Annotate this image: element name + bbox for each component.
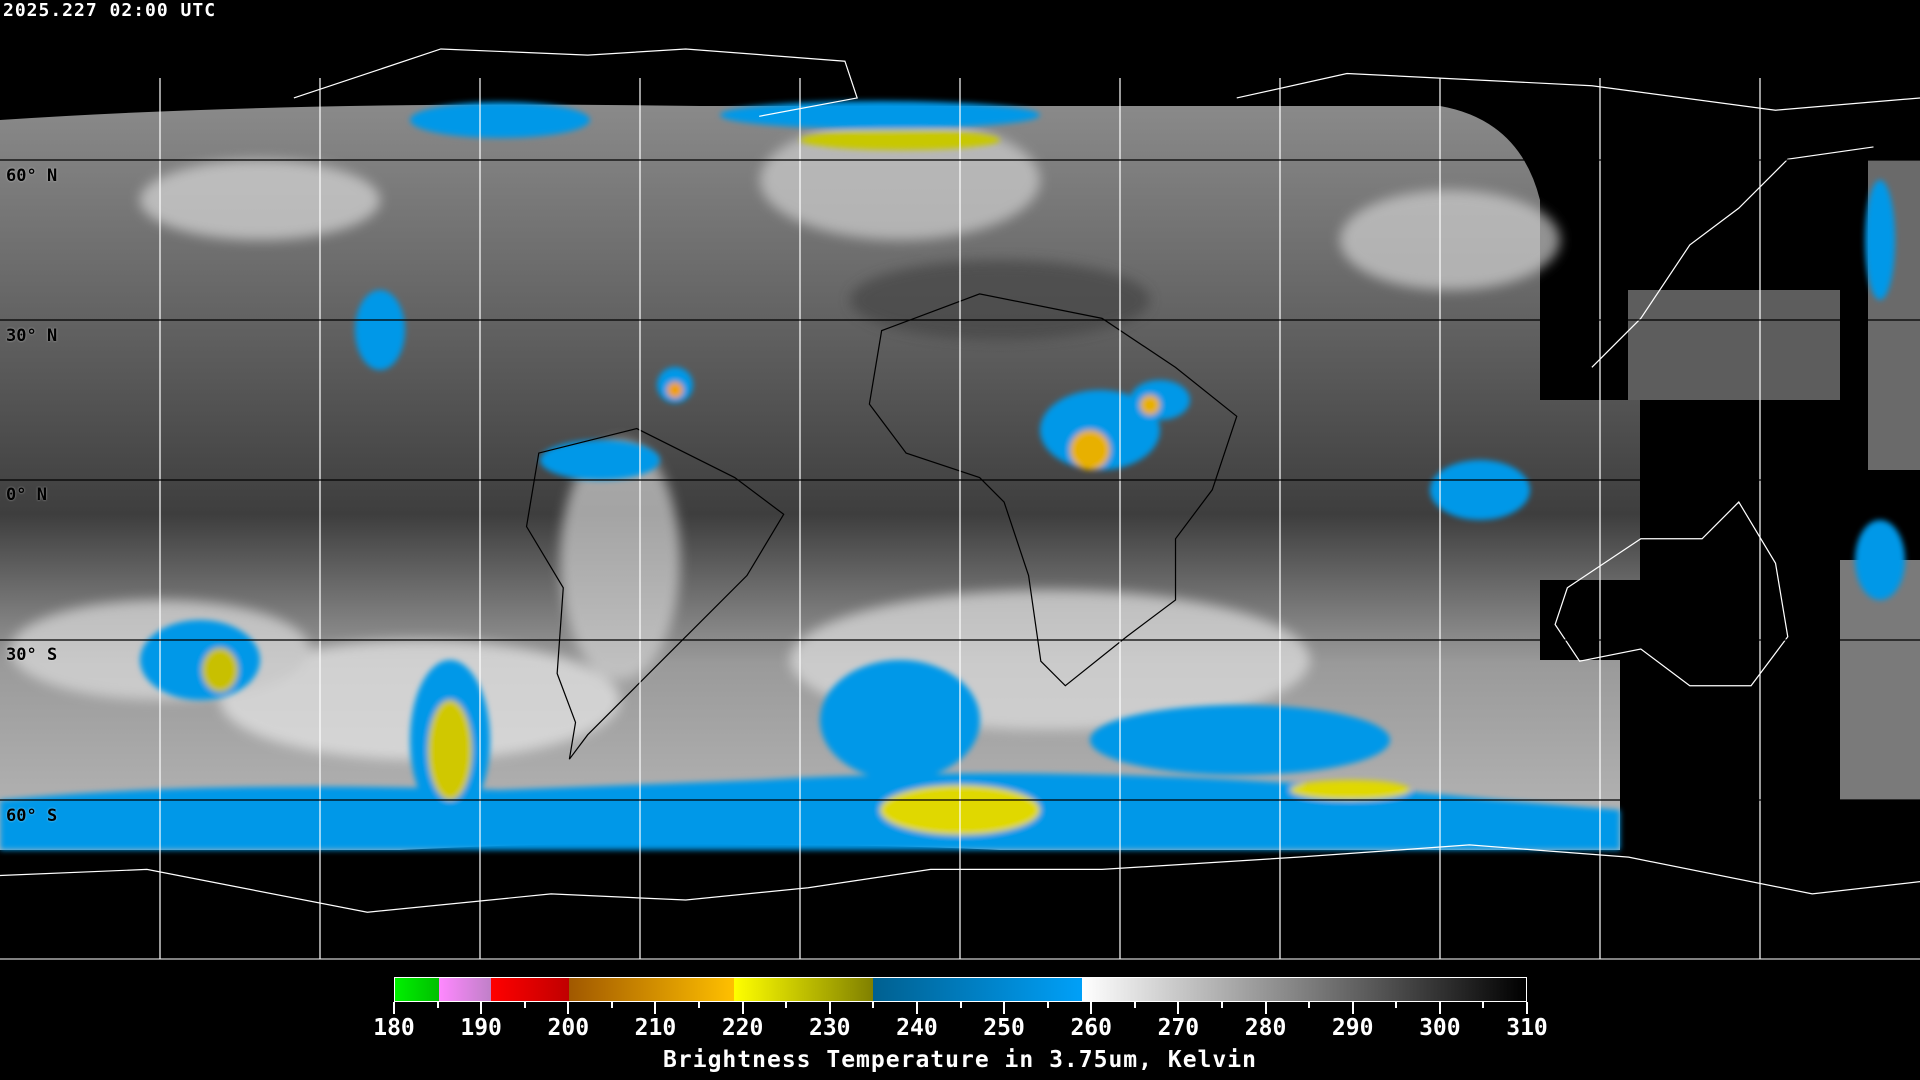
minor-tick bbox=[436, 1002, 439, 1008]
lat-label-30s: 30° S bbox=[6, 645, 58, 665]
major-tick bbox=[1090, 1002, 1093, 1014]
major-tick bbox=[1438, 1002, 1441, 1014]
minor-tick bbox=[785, 1002, 788, 1008]
colorbar-segment bbox=[490, 978, 569, 1001]
lat-lon-grid bbox=[0, 78, 1920, 960]
colorbar-segment bbox=[1082, 978, 1526, 1001]
timestamp: 2025.227 02:00 UTC bbox=[3, 0, 217, 21]
colorbar-ticks bbox=[0, 1002, 1920, 1014]
colorbar-segment bbox=[438, 978, 491, 1001]
lat-label-30n: 30° N bbox=[6, 326, 58, 346]
major-tick bbox=[480, 1002, 483, 1014]
major-tick bbox=[828, 1002, 831, 1014]
major-tick bbox=[1264, 1002, 1267, 1014]
colorbar-tick-label: 310 bbox=[1506, 1015, 1548, 1041]
minor-tick bbox=[1395, 1002, 1398, 1008]
colorbar-segment bbox=[873, 978, 1083, 1001]
colorbar-segment bbox=[734, 978, 874, 1001]
colorbar-title: Brightness Temperature in 3.75um, Kelvin bbox=[663, 1047, 1257, 1073]
minor-tick bbox=[1308, 1002, 1311, 1008]
minor-tick bbox=[1482, 1002, 1485, 1008]
colorbar-tick-label: 230 bbox=[808, 1015, 851, 1041]
major-tick bbox=[567, 1002, 570, 1014]
major-tick bbox=[741, 1002, 744, 1014]
minor-tick bbox=[1046, 1002, 1049, 1008]
lat-label-60n: 60° N bbox=[6, 166, 58, 186]
minor-tick bbox=[523, 1002, 526, 1008]
colorbar-segment bbox=[568, 978, 735, 1001]
colorbar-tick-label: 260 bbox=[1070, 1015, 1112, 1041]
lat-label-0: 0° N bbox=[6, 485, 47, 505]
coastlines bbox=[0, 48, 1920, 913]
major-tick bbox=[915, 1002, 918, 1014]
minor-tick bbox=[1133, 1002, 1136, 1008]
colorbar-tick-label: 210 bbox=[634, 1015, 677, 1041]
satellite-map bbox=[0, 48, 1920, 960]
colorbar-tick-label: 250 bbox=[983, 1015, 1025, 1041]
colorbar-tick-label: 270 bbox=[1157, 1015, 1200, 1041]
major-tick bbox=[1351, 1002, 1354, 1014]
colorbar bbox=[394, 977, 1527, 1002]
minor-tick bbox=[698, 1002, 701, 1008]
colorbar-tick-label: 280 bbox=[1244, 1015, 1287, 1041]
colorbar-tick-label: 290 bbox=[1331, 1015, 1374, 1041]
colorbar-tick-label: 180 bbox=[373, 1015, 415, 1041]
colorbar-tick-label: 300 bbox=[1419, 1015, 1461, 1041]
minor-tick bbox=[1220, 1002, 1223, 1008]
colorbar-segment bbox=[395, 978, 439, 1001]
colorbar-tick-label: 220 bbox=[721, 1015, 764, 1041]
major-tick bbox=[1177, 1002, 1180, 1014]
imagery-coverage bbox=[0, 104, 1920, 851]
major-tick bbox=[1003, 1002, 1006, 1014]
minor-tick bbox=[872, 1002, 875, 1008]
colorbar-tick-label: 240 bbox=[896, 1015, 938, 1041]
colorbar-tick-label: 190 bbox=[460, 1015, 502, 1041]
minor-tick bbox=[959, 1002, 962, 1008]
major-tick bbox=[1526, 1002, 1528, 1014]
major-tick bbox=[654, 1002, 657, 1014]
minor-tick bbox=[610, 1002, 613, 1008]
colorbar-tick-label: 200 bbox=[547, 1015, 590, 1041]
lat-label-60s: 60° S bbox=[6, 806, 58, 826]
major-tick bbox=[393, 1002, 395, 1014]
